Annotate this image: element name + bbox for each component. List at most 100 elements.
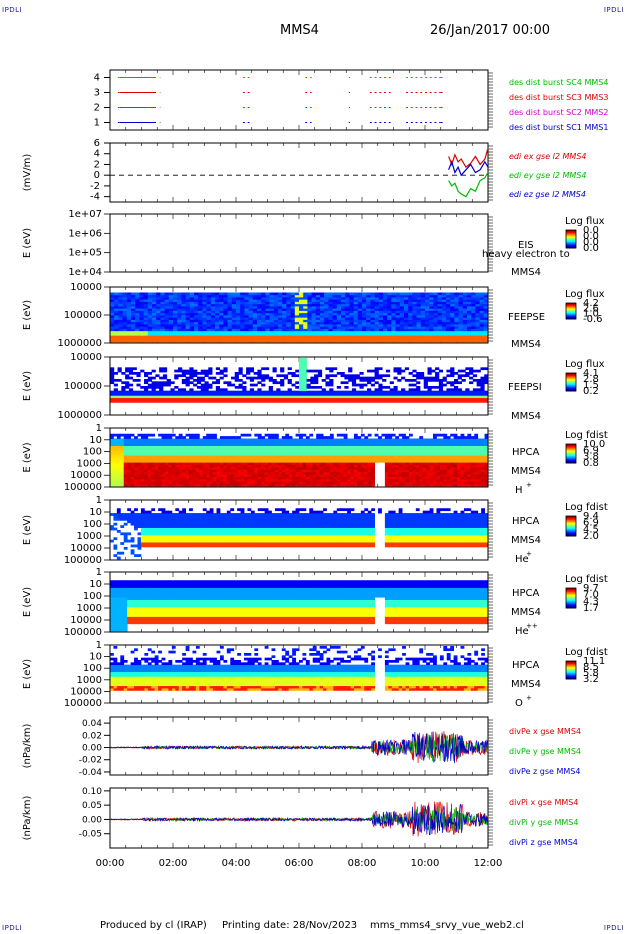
feepse-cell	[328, 303, 333, 307]
hpca-h-cell	[137, 462, 142, 466]
feepsi-cell	[212, 400, 217, 403]
feepsi-cell	[280, 379, 285, 382]
hpca-h-cell	[127, 471, 132, 475]
feepse-cell	[336, 324, 342, 327]
hpca-h-cell	[257, 471, 262, 475]
hpca-h-cell	[254, 445, 259, 449]
feepse-cell	[156, 321, 161, 325]
feepse-cell	[454, 308, 459, 311]
hpca-h-cell	[295, 443, 300, 447]
feepse-cell	[110, 324, 115, 327]
feepsi-cell	[374, 381, 379, 385]
feepse-cell	[299, 317, 304, 320]
feepse-cell	[311, 312, 317, 316]
feepse-cell	[278, 333, 283, 336]
feepse-cell	[462, 315, 468, 318]
feepsi-cell	[344, 395, 349, 399]
feepse-cell	[437, 337, 443, 341]
feepse-cell	[408, 324, 413, 327]
hpca-h-cell	[295, 478, 300, 482]
feepsi-cell	[162, 367, 168, 371]
feepsi-cell	[151, 383, 156, 387]
feepse-cell	[147, 324, 153, 327]
feepse-cell	[160, 312, 165, 316]
feepsi-colorbar-swatch	[566, 377, 576, 379]
feepse-cell	[412, 326, 417, 329]
feepse-cell	[328, 297, 333, 300]
feepse-cell	[311, 317, 317, 320]
feepsi-cell	[325, 374, 330, 378]
feepse-cell	[467, 333, 472, 336]
hpca-h-cell	[299, 436, 303, 439]
feepse-cell	[336, 308, 342, 311]
hpca-h-cell	[199, 464, 204, 468]
hpca-h-cell	[130, 457, 135, 461]
feepsi-cell	[283, 395, 289, 399]
hpca-h-cell	[264, 469, 269, 473]
feepse-cell	[395, 303, 401, 307]
hpca-h-cell	[274, 450, 279, 454]
feepse-cell	[143, 301, 149, 305]
feepsi-cell	[325, 383, 330, 387]
hpca-h-cell	[113, 476, 118, 480]
feepse-cell	[139, 312, 144, 316]
feepsi-cell	[310, 376, 315, 380]
hpca-h-cell	[247, 478, 252, 482]
feepse-cell	[194, 337, 199, 341]
feepsi-colorbar-swatch	[566, 374, 576, 376]
feepse-cell	[336, 330, 342, 334]
hpca-h-cell	[199, 467, 204, 470]
eis-colorbar-swatch	[566, 240, 576, 242]
feepsi-cell	[359, 390, 364, 394]
feepsi-cell	[253, 372, 258, 375]
feepsi-cell	[280, 369, 285, 373]
feepse-cell	[408, 328, 413, 332]
hpca-h-cell	[261, 478, 266, 482]
feepse-cell	[387, 317, 392, 320]
feepse-cell	[366, 333, 371, 336]
hpca-h-cell	[247, 452, 252, 456]
feepse-cell	[227, 292, 233, 296]
feepse-cell	[223, 310, 228, 314]
feepse-cell	[475, 308, 480, 311]
hpca-h-cell	[261, 459, 266, 463]
hpca-h-cell	[182, 481, 186, 485]
feepsi-colorbar-swatch	[566, 373, 576, 375]
hpca-h-cell	[134, 445, 138, 449]
feepse-cell	[206, 315, 212, 318]
hpca-h-cell	[199, 483, 204, 487]
hpca-h-cell	[120, 471, 125, 475]
feepse-cell	[290, 306, 296, 309]
hpca-h-cell	[113, 467, 118, 470]
hpca-h-cell	[247, 467, 252, 470]
feepsi-cell	[113, 388, 118, 392]
hpca-h-cell	[278, 438, 283, 442]
hpca-h-cell	[216, 459, 221, 463]
hpca-h-cell	[147, 478, 152, 482]
feepse-cell	[307, 330, 312, 334]
feepse-cell	[311, 299, 317, 302]
feepse-colorbar-swatch	[566, 306, 576, 308]
feepse-cell	[408, 306, 413, 309]
feepse-cell	[357, 312, 363, 316]
feepse-cell	[324, 317, 329, 320]
hpca-h-cell	[113, 469, 118, 473]
feepse-cell	[429, 294, 434, 298]
hpca-h-cell	[285, 452, 290, 456]
feepse-cell	[164, 315, 170, 318]
hpca-h-cell	[285, 464, 290, 468]
feepsi-cell	[431, 395, 436, 399]
hpca-h-cell	[312, 476, 317, 480]
feepsi-cell	[140, 395, 145, 399]
feepse-cell	[257, 321, 262, 325]
feepse-cell	[404, 308, 409, 311]
hpca-h-cell	[178, 474, 183, 477]
feepse-cell	[181, 294, 186, 298]
hpca-h-cell	[127, 464, 132, 468]
feepse-cell	[122, 294, 128, 298]
hpca-h-cell	[137, 457, 142, 461]
feepse-cell	[450, 297, 455, 300]
feepsi-cell	[159, 397, 164, 401]
feepse-cell	[257, 317, 262, 320]
feepsi-cell	[113, 379, 118, 382]
